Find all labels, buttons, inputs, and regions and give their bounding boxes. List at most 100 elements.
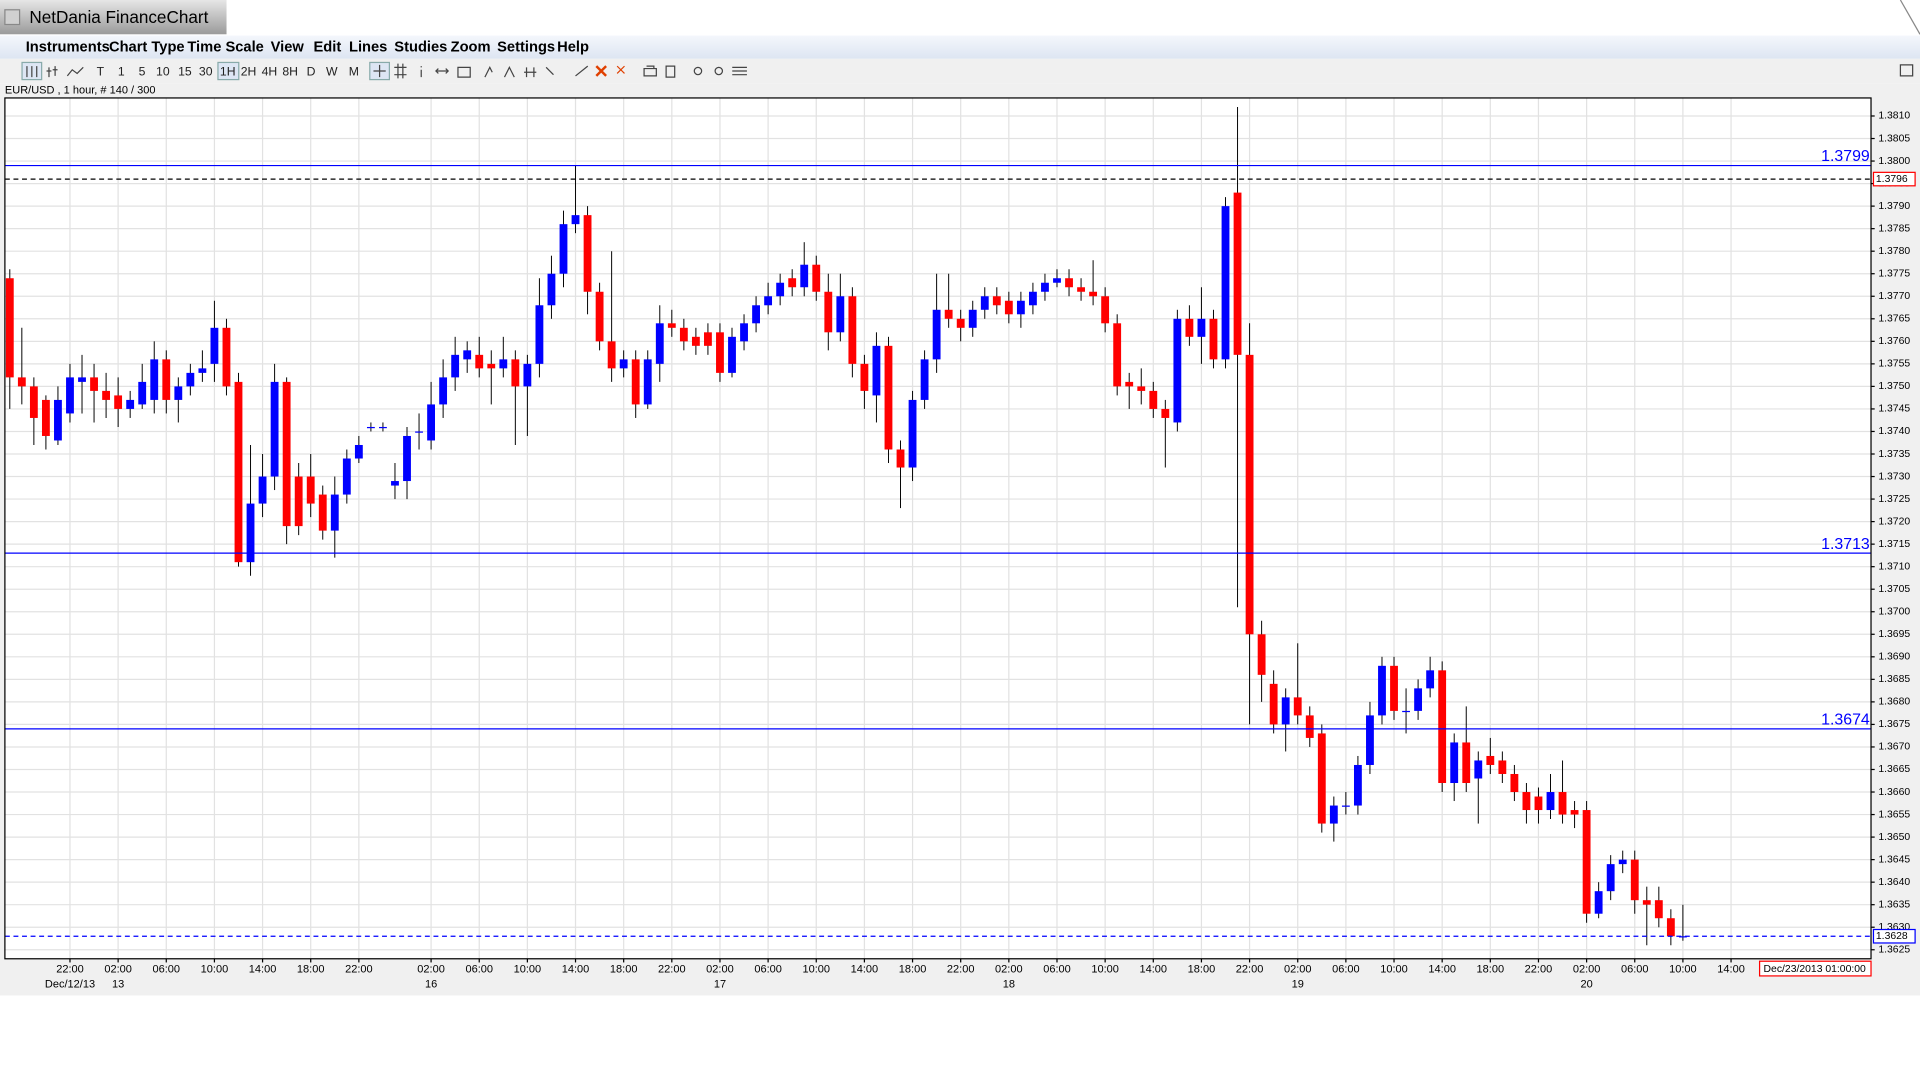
toolbar-item[interactable]: 5: [139, 64, 146, 78]
candle-body: [1041, 282, 1049, 292]
icon-delete-all[interactable]: [616, 65, 625, 74]
icon-preview[interactable]: [665, 65, 676, 78]
x-tick-label: 06:00: [1621, 964, 1649, 976]
candle-body: [511, 359, 520, 387]
x-tick-label: 02:00: [1284, 964, 1312, 976]
candle-body: [860, 363, 869, 391]
window-corner: [1899, 0, 1920, 35]
y-tick-label: 1.3690: [1878, 652, 1910, 663]
toolbar: [0, 58, 1920, 84]
menu-item[interactable]: Help: [557, 40, 589, 56]
candle-body: [1077, 287, 1085, 292]
last-price-box: [1872, 928, 1916, 944]
level-label: 1.3799: [1821, 148, 1870, 165]
toolbar-item[interactable]: 30: [199, 64, 213, 78]
x-tick-label: 02:00: [104, 964, 132, 976]
candle-body: [1594, 891, 1603, 914]
toolbar-item[interactable]: 1H: [220, 64, 236, 78]
candle-body: [210, 327, 219, 364]
menu-item[interactable]: Zoom: [451, 40, 491, 56]
y-tick-label: 1.3770: [1878, 291, 1910, 302]
candle-body: [427, 404, 435, 441]
candle-body: [270, 381, 279, 477]
candle-body: [1293, 697, 1302, 716]
y-tick-label: 1.3635: [1878, 899, 1910, 910]
icon-trend[interactable]: [575, 65, 589, 77]
y-tick-label: 1.3705: [1878, 584, 1910, 595]
candle-body: [379, 426, 387, 429]
candle-body: [607, 341, 616, 369]
menu-item[interactable]: Settings: [497, 40, 555, 56]
y-tick-label: 1.3630: [1878, 922, 1910, 933]
toolbar-item[interactable]: 8H: [282, 64, 298, 78]
candle-body: [944, 309, 953, 319]
toolbar-item[interactable]: 10: [156, 64, 170, 78]
candle-body: [776, 282, 785, 297]
candle-body: [691, 336, 700, 346]
icon-cross[interactable]: [373, 64, 386, 78]
icon-grid[interactable]: [394, 63, 407, 79]
icon-zoom-in[interactable]: [693, 66, 703, 76]
toolbar-item[interactable]: 1: [118, 64, 125, 78]
icon-panel[interactable]: [1899, 64, 1914, 77]
candle-body: [463, 350, 472, 360]
candle-body: [920, 359, 929, 400]
icon-volume[interactable]: [457, 66, 471, 78]
plot-area: [4, 97, 1872, 959]
icon-ohlc[interactable]: [46, 66, 58, 78]
candle-body: [1004, 300, 1013, 315]
candle-body: [728, 336, 736, 373]
y-tick-label: 1.3675: [1878, 719, 1910, 730]
candle-body: [306, 476, 315, 504]
toolbar-item[interactable]: 15: [178, 64, 192, 78]
icon-fit[interactable]: [732, 66, 747, 76]
candle-body: [186, 372, 195, 387]
toolbar-item[interactable]: W: [326, 64, 338, 78]
menu-item[interactable]: Studies: [394, 40, 447, 56]
icon-line[interactable]: [66, 66, 84, 77]
x-tick-label: 02:00: [1573, 964, 1601, 976]
bid-marker-label: 1.3796: [1876, 174, 1908, 185]
icon-delete[interactable]: [595, 65, 607, 77]
candle-body: [1558, 792, 1567, 815]
toolbar-item[interactable]: 4H: [262, 64, 278, 78]
menu-item[interactable]: Edit: [313, 40, 341, 56]
candle-body: [1317, 733, 1326, 824]
candle-body: [1570, 810, 1579, 815]
x-tick-label: 02:00: [417, 964, 445, 976]
candle-body: [968, 309, 977, 328]
toolbar-item[interactable]: D: [307, 64, 316, 78]
toolbar-item[interactable]: 2H: [241, 64, 257, 78]
candle-body: [258, 476, 267, 504]
x-tick-label: 02:00: [706, 964, 734, 976]
icon-print[interactable]: [643, 65, 657, 77]
toolbar-item[interactable]: M: [349, 64, 359, 78]
menu-item[interactable]: Lines: [349, 40, 387, 56]
candle-body: [66, 377, 74, 414]
x-tick-label: 10:00: [802, 964, 830, 976]
icon-pan[interactable]: [435, 68, 450, 74]
candle-body: [1113, 323, 1122, 387]
candle-body: [1161, 408, 1170, 418]
candle-body: [1414, 688, 1423, 711]
toolbar-button[interactable]: [217, 61, 240, 81]
menu-item[interactable]: Time Scale: [187, 40, 263, 56]
icon-drawing[interactable]: [484, 65, 554, 78]
icon-bars[interactable]: [26, 66, 38, 78]
candle-body: [583, 215, 592, 292]
bid-marker-box: [1872, 171, 1916, 187]
toolbar-item[interactable]: T: [97, 64, 105, 78]
candle-body: [318, 494, 327, 531]
x-tick-label: 22:00: [345, 964, 373, 976]
candle-body: [824, 291, 833, 333]
candle-body: [752, 305, 760, 324]
candle-body: [679, 327, 688, 342]
candle-body: [1329, 805, 1338, 824]
menu-item[interactable]: Chart Type: [109, 40, 185, 56]
menu-item[interactable]: Instruments: [26, 40, 110, 56]
candle-body: [1498, 760, 1507, 774]
menu-item[interactable]: View: [271, 40, 305, 56]
candle-body: [1016, 300, 1025, 315]
icon-zoom-out[interactable]: [714, 66, 724, 76]
candle-body: [1462, 742, 1471, 784]
